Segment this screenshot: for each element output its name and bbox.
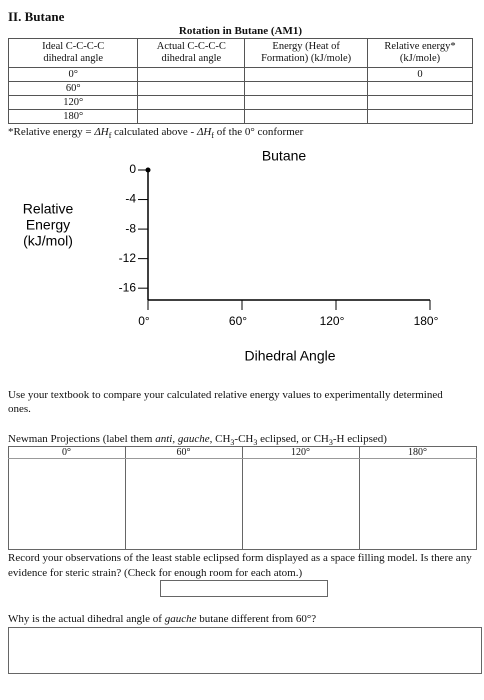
row: 0° 0 <box>7 67 473 82</box>
text: of the 0° conformer <box>214 126 304 138</box>
energy-table: Ideal C-C-C-C dihedral angle Actual C-C-C-… <box>7 38 473 124</box>
header-cell: Ideal C-C-C-C dihedral angle <box>7 38 139 68</box>
text: 3 <box>253 438 258 448</box>
x-tick-label: 60° <box>229 314 247 328</box>
angle-cell: 0° <box>7 67 139 82</box>
cell <box>244 95 369 110</box>
text: Why is the actual dihedral angle of <box>8 613 165 625</box>
row: 180° <box>7 109 473 124</box>
newman-angle: 180° <box>408 447 427 458</box>
x-tick-label: 120° <box>320 314 345 328</box>
text: ΔH <box>196 126 212 138</box>
relative-energy-cell <box>367 109 473 124</box>
text: ΔH <box>94 126 109 138</box>
row: 60° <box>7 81 473 96</box>
cell <box>244 81 369 96</box>
heading: II. Butane <box>8 9 65 24</box>
newman-angle: 120° <box>291 447 310 458</box>
header-cell: Relative energy* (kJ/mole) <box>367 38 473 68</box>
text: -H eclipsed) <box>332 433 387 445</box>
cell <box>244 67 369 82</box>
header-line: dihedral angle <box>43 53 104 64</box>
header-line: Relative energy* <box>384 41 456 52</box>
relative-energy-cell <box>367 81 473 96</box>
header-cell: Energy (Heat of Formation) (kJ/mole) <box>244 38 369 68</box>
text: 3 <box>328 438 333 448</box>
text: f <box>108 131 112 141</box>
relative-energy-cell: 0 <box>367 67 473 82</box>
y-axis-label: Energy <box>26 217 70 233</box>
angle-cell: 60° <box>7 81 139 96</box>
header-line: (kJ/mole) <box>399 53 441 64</box>
cell <box>137 95 246 110</box>
relative-energy-cell <box>367 95 473 110</box>
row: 120° <box>7 95 473 110</box>
text: CH <box>212 433 231 445</box>
text: gauche <box>164 613 197 625</box>
angle-cell: 120° <box>7 95 139 110</box>
header-cell: Actual C-C-C-C dihedral angle <box>137 38 246 68</box>
observation-text: Record your observations of the least st… <box>8 552 472 579</box>
angle-cell: 180° <box>7 109 139 124</box>
graph-title: Butane <box>262 148 307 164</box>
question: Why is the actual dihedral angle of gauc… <box>8 613 316 625</box>
text: anti, gauche, <box>155 433 213 445</box>
cell <box>137 81 246 96</box>
table-title: Rotation in Butane (AM1) <box>178 25 303 37</box>
paragraph: Use your textbook to compare your calcul… <box>8 389 443 415</box>
x-axis-label: Dihedral Angle <box>244 348 335 364</box>
divider <box>242 446 243 549</box>
y-tick-label: 0 <box>129 162 136 176</box>
y-tick-label: -8 <box>125 221 136 235</box>
newman-angle: 60° <box>176 447 191 458</box>
cell <box>244 109 369 124</box>
header-line: Actual C-C-C-C <box>156 41 226 52</box>
header-line: Energy (Heat of <box>272 41 340 52</box>
text: butane different from 60°? <box>196 613 317 625</box>
header-rule <box>8 458 477 459</box>
y-tick-label: -12 <box>119 251 137 265</box>
text: 3 <box>230 438 235 448</box>
y-axis-label: Relative <box>23 201 74 217</box>
y-tick-label: -4 <box>125 192 136 206</box>
header-line: dihedral angle <box>161 53 222 64</box>
header-row: Ideal C-C-C-C dihedral angle Actual C-C-C-… <box>7 38 473 68</box>
divider <box>359 446 360 549</box>
text: Newman Projections (label them <box>8 433 156 445</box>
text: eclipsed, or CH <box>257 433 329 445</box>
x-tick-label: 0° <box>138 314 150 328</box>
cell <box>137 67 246 82</box>
header-line: Formation) (kJ/mole) <box>261 53 352 64</box>
divider <box>125 446 126 549</box>
text: -CH <box>234 433 254 445</box>
answer-box <box>8 627 482 674</box>
x-tick-label: 180° <box>414 314 439 328</box>
text: *Relative energy = <box>8 126 95 138</box>
text: calculated above - <box>111 126 197 138</box>
newman-angle: 0° <box>62 447 71 458</box>
footnote: *Relative energy = ΔHf calculated above … <box>8 126 303 140</box>
answer-box <box>160 580 328 597</box>
y-tick-label: -16 <box>119 280 137 294</box>
header-line: Ideal C-C-C-C <box>42 41 105 52</box>
cell <box>137 109 246 124</box>
text: f <box>211 131 215 141</box>
newman-prompt: Newman Projections (label them anti, gau… <box>8 433 387 447</box>
y-axis-label: (kJ/mol) <box>23 233 73 249</box>
